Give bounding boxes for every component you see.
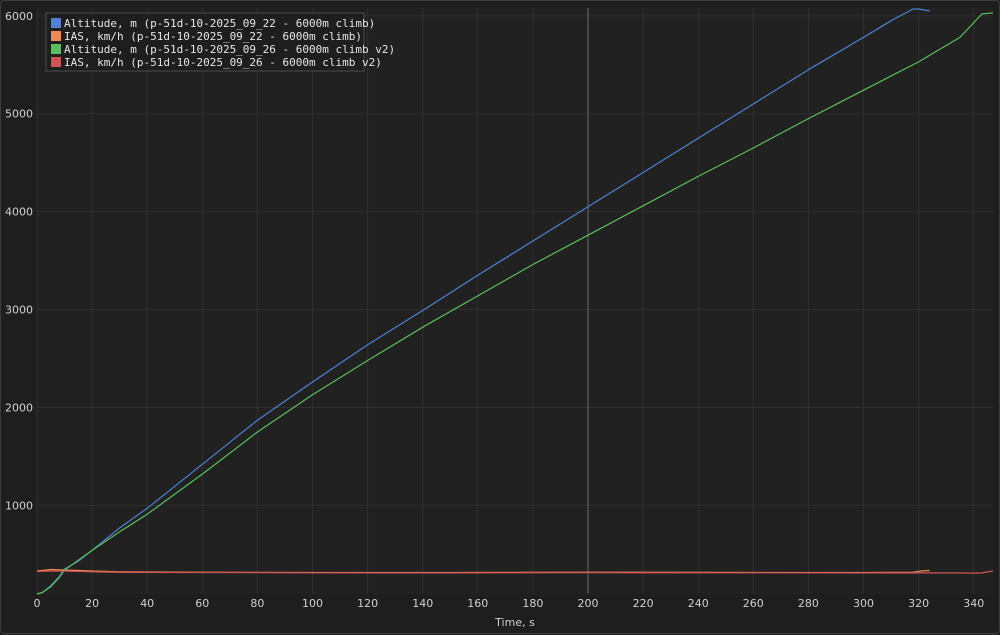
x-tick-label: 200	[578, 597, 599, 610]
series-line-3	[36, 12, 994, 595]
x-tick-label: 340	[963, 597, 984, 610]
x-tick-label: 280	[798, 597, 819, 610]
x-tick-label: 0	[34, 597, 41, 610]
x-tick-label: 300	[853, 597, 874, 610]
x-tick-label: 120	[357, 597, 378, 610]
x-axis-ticks: 0 20 40 60 80 100 120 140 160 180 200 220 240 260 280 3…	[34, 597, 985, 610]
x-tick-label: 220	[633, 597, 654, 610]
series-line-4	[36, 570, 994, 574]
x-axis-title: Time, s	[494, 616, 535, 629]
legend-entry: IAS, km/h (p-51d-10-2025_09_26 - 6000m c…	[64, 56, 382, 69]
y-axis-ticks: 1000 2000 3000 4000 5000 6000	[5, 10, 33, 513]
x-tick-label: 260	[743, 597, 764, 610]
legend-entry: IAS, km/h (p-51d-10-2025_09_22 - 6000m c…	[64, 30, 362, 43]
y-tick-label: 4000	[5, 206, 33, 219]
legend-entry: Altitude, m (p-51d-10-2025_09_22 - 6000m…	[64, 17, 375, 30]
x-tick-label: 80	[250, 597, 264, 610]
x-tick-label: 240	[688, 597, 709, 610]
y-tick-label: 1000	[5, 499, 33, 512]
x-tick-label: 320	[908, 597, 929, 610]
x-tick-label: 140	[412, 597, 433, 610]
legend-swatch	[51, 44, 61, 54]
legend-entry: Altitude, m (p-51d-10-2025_09_26 - 6000m…	[64, 43, 395, 56]
y-tick-label: 5000	[5, 108, 33, 121]
plot-area	[37, 8, 993, 594]
legend[interactable]: Altitude, m (p-51d-10-2025_09_22 - 6000m…	[45, 12, 395, 72]
x-tick-label: 180	[522, 597, 543, 610]
x-tick-label: 100	[302, 597, 323, 610]
legend-swatch	[51, 31, 61, 41]
x-tick-label: 20	[85, 597, 99, 610]
legend-box	[45, 12, 365, 72]
y-tick-label: 6000	[5, 10, 33, 23]
y-tick-label: 3000	[5, 304, 33, 317]
x-tick-label: 60	[195, 597, 209, 610]
y-tick-label: 2000	[5, 401, 33, 414]
x-tick-label: 160	[467, 597, 488, 610]
series-lines	[36, 8, 994, 595]
legend-swatch	[51, 57, 61, 67]
x-tick-label: 40	[140, 597, 154, 610]
legend-swatch	[51, 18, 61, 28]
